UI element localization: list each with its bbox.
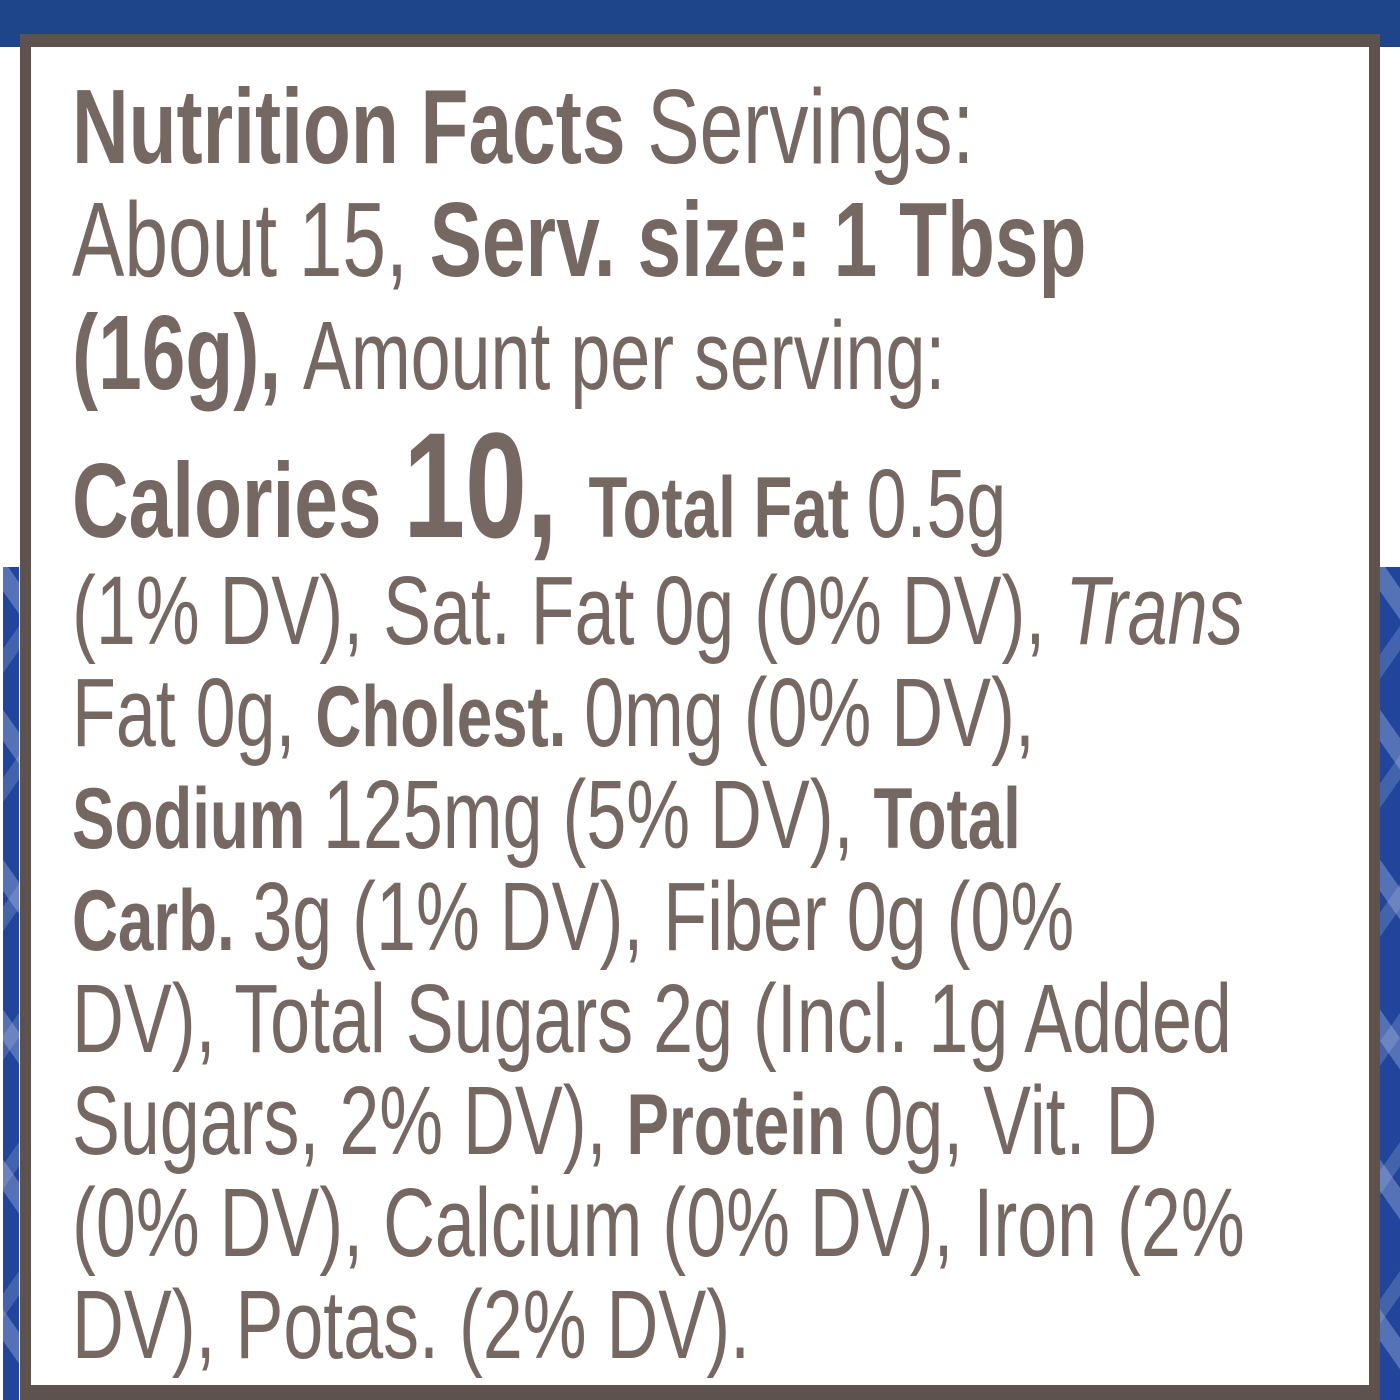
- total-fat-label: Total Fat: [588, 460, 867, 556]
- serving-size-weight: (16g),: [72, 294, 303, 412]
- calories-value: 10,: [403, 401, 589, 569]
- added-sugars-text: Sugars, 2% DV),: [72, 1066, 627, 1175]
- total-sugars-text: DV), Total Sugars 2g (Incl. 1g Added: [72, 964, 1232, 1073]
- protein-vitd-text: 0g, Vit. D: [863, 1066, 1158, 1175]
- cholesterol-value: 0mg (0% DV),: [584, 658, 1035, 767]
- servings-count: About 15,: [72, 181, 430, 299]
- nutrition-line-5: (1% DV), Sat. Fat 0g (0% DV), Trans: [72, 560, 1369, 662]
- total-carb-label-part2: Carb.: [72, 873, 253, 969]
- nutrition-line-9: DV), Total Sugars 2g (Incl. 1g Added: [72, 968, 1369, 1070]
- nutrition-line-2: About 15, Serv. size: 1 Tbsp: [72, 181, 1369, 299]
- trans-label: Trans: [1065, 556, 1244, 665]
- nutrition-line-10: Sugars, 2% DV), Protein 0g, Vit. D: [72, 1070, 1369, 1174]
- nutrition-line-7: Sodium 125mg (5% DV), Total: [72, 764, 1369, 868]
- nutrition-line-6: Fat 0g, Cholest. 0mg (0% DV),: [72, 662, 1369, 766]
- nutrition-line-8: Carb. 3g (1% DV), Fiber 0g (0%: [72, 866, 1369, 970]
- nutrition-line-12: DV), Potas. (2% DV).: [72, 1274, 1369, 1376]
- sodium-label: Sodium: [72, 771, 324, 867]
- package-edge-pattern-left: [3, 567, 19, 1400]
- nutrition-facts-text: Nutrition Facts Servings: About 15, Serv…: [72, 68, 1369, 1376]
- serving-size-label: Serv. size: 1 Tbsp: [429, 181, 1087, 299]
- nutrition-line-3: (16g), Amount per serving:: [72, 294, 1369, 412]
- calcium-iron-text: (0% DV), Calcium (0% DV), Iron (2%: [72, 1168, 1245, 1277]
- carb-fiber-text: 3g (1% DV), Fiber 0g (0%: [252, 862, 1075, 971]
- calories-label: Calories: [72, 442, 404, 560]
- potassium-text: DV), Potas. (2% DV).: [72, 1270, 751, 1379]
- package-edge-pattern-right: [1380, 567, 1400, 1400]
- total-carb-label-part1: Total: [873, 771, 1021, 867]
- nutrition-line-11: (0% DV), Calcium (0% DV), Iron (2%: [72, 1172, 1369, 1274]
- sat-fat-text: (1% DV), Sat. Fat 0g (0% DV),: [72, 556, 1066, 665]
- protein-label: Protein: [626, 1077, 864, 1173]
- nutrition-line-4: Calories 10, Total Fat 0.5g: [72, 410, 1369, 560]
- nutrition-panel: Nutrition Facts Servings: About 15, Serv…: [20, 34, 1380, 1400]
- sodium-value: 125mg (5% DV),: [323, 760, 874, 869]
- servings-label: Servings:: [625, 68, 975, 186]
- nutrition-facts-title: Nutrition Facts: [72, 68, 626, 186]
- cholesterol-label: Cholest.: [315, 669, 585, 765]
- amount-per-serving-label: Amount per serving:: [302, 301, 946, 410]
- nutrition-line-1: Nutrition Facts Servings:: [72, 68, 1369, 186]
- total-fat-value: 0.5g: [866, 449, 1007, 558]
- trans-fat-text: Fat 0g,: [72, 658, 316, 767]
